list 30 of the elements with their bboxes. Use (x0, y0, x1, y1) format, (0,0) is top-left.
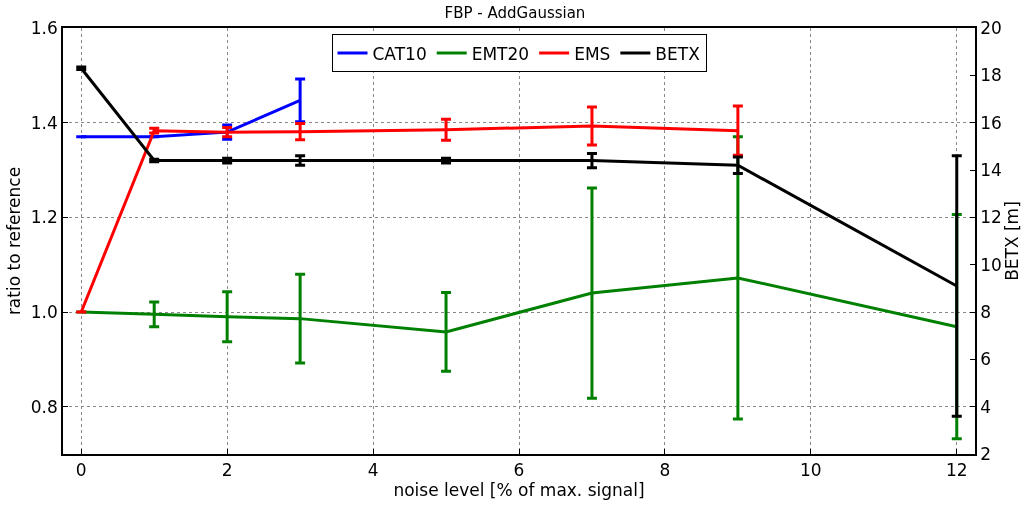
x-tick-label: 12 (945, 460, 968, 481)
y2-tick-label: 14 (980, 159, 1002, 180)
chart-title: FBP - AddGaussian (444, 4, 586, 23)
legend-label: BETX (655, 43, 701, 64)
y-tick-label: 1.0 (30, 301, 58, 322)
y2-tick-label: 8 (980, 301, 991, 322)
y2-axis-title: BETX [m] (1001, 201, 1022, 281)
y-tick-label: 1.4 (30, 112, 58, 133)
x-tick-label: 8 (659, 460, 671, 481)
y2-tick-label: 6 (980, 349, 991, 370)
y-axis-title: ratio to reference (3, 166, 24, 316)
legend-label: CAT10 (372, 43, 427, 64)
y-tick-label: 0.8 (30, 396, 58, 417)
y2-tick-label: 16 (980, 112, 1002, 133)
x-axis-title: noise level [% of max. signal] (393, 480, 645, 501)
x-tick-label: 2 (221, 460, 233, 481)
y2-tick-label: 4 (980, 396, 991, 417)
y2-tick-label: 20 (980, 17, 1002, 38)
x-tick-label: 6 (513, 460, 525, 481)
y2-tick-label: 10 (980, 254, 1002, 275)
legend-label: EMT20 (471, 43, 530, 64)
x-tick-label: 0 (75, 460, 87, 481)
x-tick-label: 10 (800, 460, 822, 481)
y2-tick-label: 2 (980, 443, 991, 464)
y2-tick-label: 12 (980, 207, 1002, 228)
y-tick-label: 1.2 (30, 207, 58, 228)
y2-tick-label: 18 (980, 65, 1002, 86)
legend-label: EMS (574, 43, 611, 64)
y-tick-label: 1.6 (30, 17, 58, 38)
x-tick-label: 4 (367, 460, 379, 481)
